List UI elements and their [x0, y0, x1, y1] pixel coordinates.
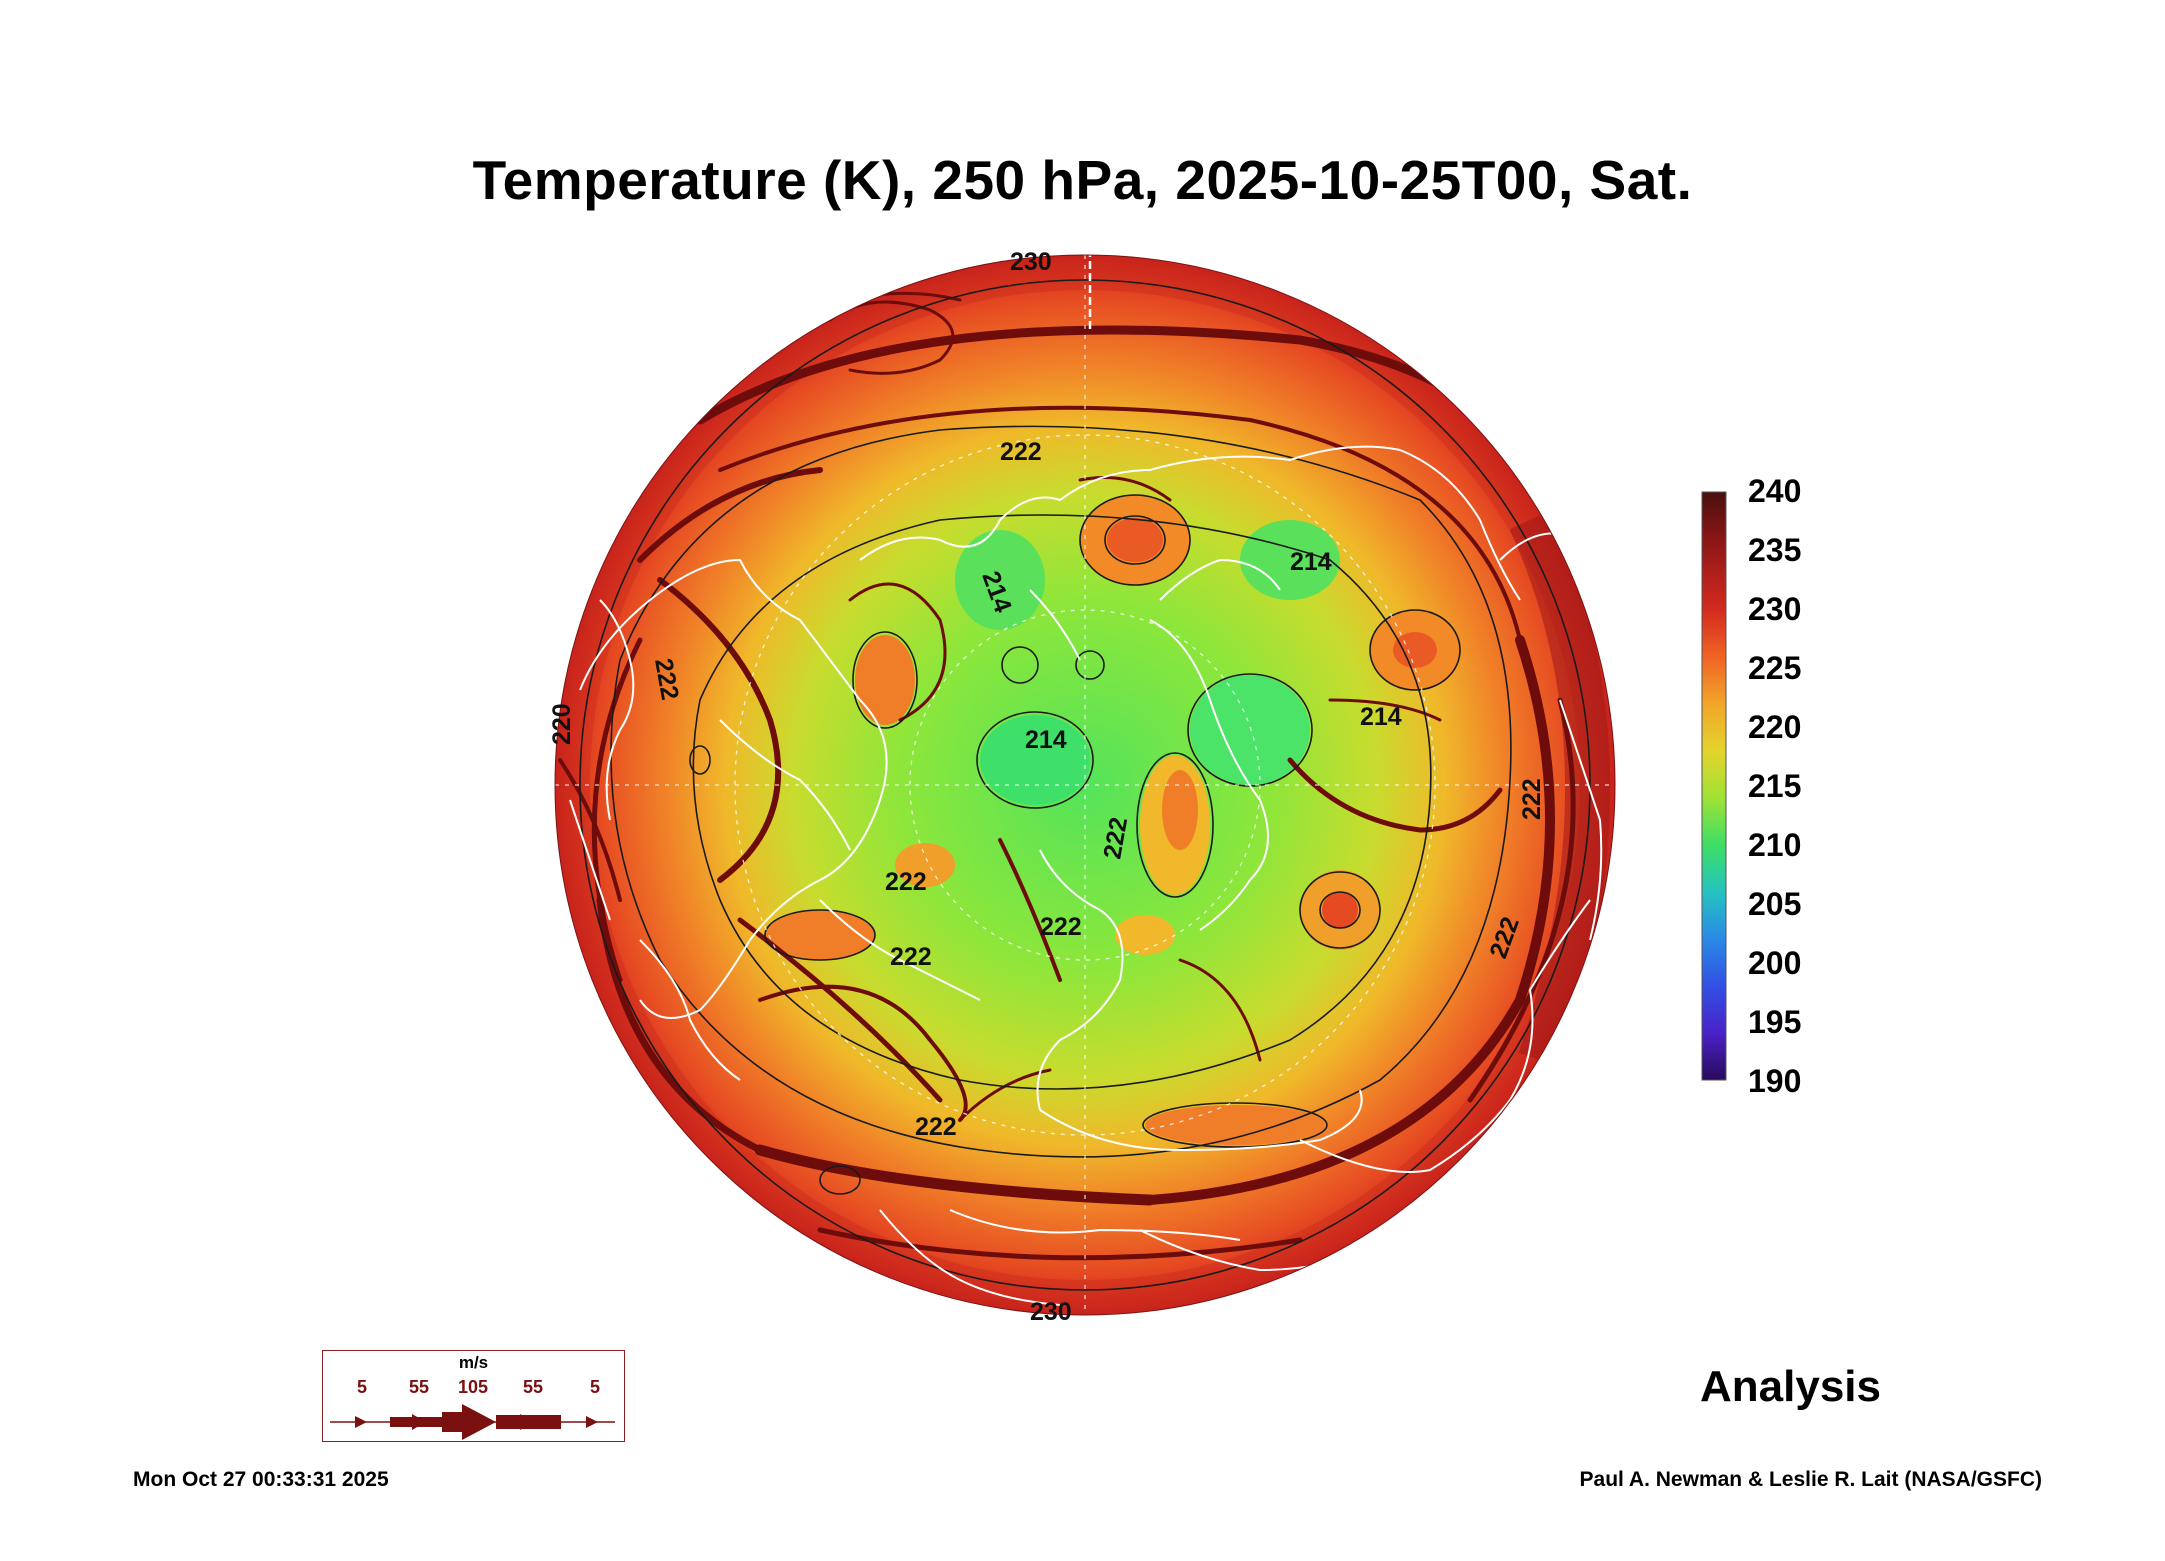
colorbar-tick: 215 — [1748, 768, 1802, 804]
contour-label: 222 — [1000, 438, 1042, 466]
warm-cell — [1145, 1105, 1325, 1145]
warm-cell — [765, 910, 875, 960]
contour-label: 222 — [885, 868, 927, 896]
colorbar-labels: 240 235 230 225 220 215 210 205 200 195 … — [1748, 470, 1848, 1097]
warm-cell — [1393, 632, 1437, 668]
warm-cell — [895, 843, 955, 887]
warm-cell — [855, 635, 915, 725]
contour-label: 222 — [1040, 913, 1082, 941]
cool-cell — [1240, 520, 1340, 600]
colorbar-tick: 205 — [1748, 886, 1802, 922]
wind-legend-value: 5 — [357, 1377, 368, 1397]
colorbar-tick: 195 — [1748, 1004, 1802, 1040]
contour-label: 214 — [1025, 726, 1067, 754]
colorbar-tick: 200 — [1748, 945, 1802, 981]
colorbar — [1701, 491, 1727, 1081]
wind-legend-value: 55 — [409, 1377, 430, 1397]
colorbar-tick: 190 — [1748, 1063, 1802, 1099]
timestamp: Mon Oct 27 00:33:31 2025 — [133, 1468, 389, 1491]
contour-label: 214 — [1360, 703, 1402, 731]
credit: Paul A. Newman & Leslie R. Lait (NASA/GS… — [1579, 1468, 2042, 1491]
map-title: Temperature (K), 250 hPa, 2025-10-25T00,… — [472, 149, 1693, 211]
contour-labels: 230 222 214 222 214 222 222 222 222 222 … — [548, 248, 1546, 1326]
colorbar-tick: 235 — [1748, 532, 1802, 568]
warm-cell — [1107, 518, 1163, 562]
warm-cell — [1115, 915, 1175, 955]
wind-legend: m/s 5 55 105 55 5 — [322, 1350, 625, 1442]
warm-cell — [1162, 770, 1198, 850]
contour-label: 220 — [548, 703, 576, 745]
wind-legend-value: 5 — [590, 1377, 601, 1397]
graticule — [555, 255, 1615, 1315]
colorbar-tick: 210 — [1748, 827, 1802, 863]
wind-speed-scale — [330, 1404, 615, 1440]
colorbar-tick: 230 — [1748, 591, 1802, 627]
analysis-label: Analysis — [1700, 1362, 1881, 1411]
contour-label: 222 — [915, 1113, 957, 1141]
contour-label: 222 — [890, 943, 932, 971]
cool-cell — [955, 530, 1045, 630]
temperature-features — [555, 255, 1615, 1315]
contour-label: 230 — [1010, 248, 1052, 276]
temperature-contours — [579, 279, 1591, 1291]
warm-cell — [1322, 892, 1358, 928]
contour-label: 214 — [1290, 548, 1332, 576]
wind-legend-value: 105 — [458, 1377, 489, 1397]
wind-legend-value: 55 — [523, 1377, 544, 1397]
colorbar-tick: 220 — [1748, 709, 1802, 745]
contour-label: 230 — [1030, 1298, 1072, 1326]
cool-cell — [1190, 675, 1310, 785]
contour-label: 222 — [1518, 778, 1546, 820]
wind-unit: m/s — [458, 1353, 489, 1372]
cool-cell — [980, 715, 1090, 805]
colorbar-tick: 240 — [1748, 473, 1802, 509]
colorbar-tick: 225 — [1748, 650, 1802, 686]
